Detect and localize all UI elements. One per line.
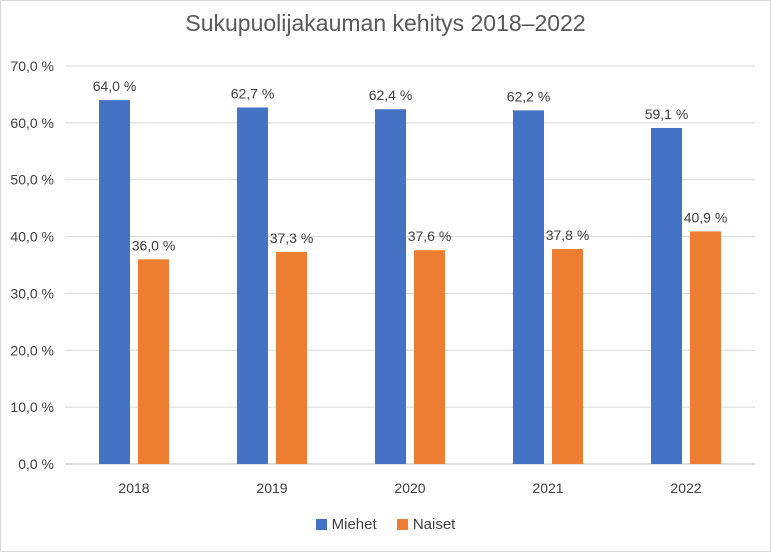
data-label-miehet-2022: 59,1 % (645, 106, 689, 122)
data-label-naiset-2021: 37,8 % (546, 227, 590, 243)
data-label-naiset-2022: 40,9 % (684, 209, 728, 225)
x-tick-label: 2022 (670, 480, 701, 496)
chart-title: Sukupuolijakauman kehitys 2018–2022 (185, 10, 586, 36)
y-tick-label: 50,0 % (10, 172, 54, 188)
data-label-miehet-2019: 62,7 % (231, 86, 275, 102)
data-label-miehet-2018: 64,0 % (93, 78, 137, 94)
legend-label-naiset: Naiset (412, 516, 456, 533)
bar-naiset-2019 (276, 251, 307, 464)
bar-naiset-2021 (552, 249, 583, 464)
bar-miehet-2020 (375, 109, 406, 464)
data-label-naiset-2018: 36,0 % (132, 237, 176, 253)
x-tick-label: 2020 (394, 480, 425, 496)
legend-swatch-miehet (315, 519, 327, 530)
y-tick-label: 20,0 % (10, 342, 54, 358)
data-label-miehet-2020: 62,4 % (369, 87, 413, 103)
bar-miehet-2018 (99, 100, 130, 464)
bar-miehet-2021 (513, 110, 544, 464)
x-tick-label: 2021 (532, 480, 563, 496)
x-tick-label: 2019 (256, 480, 287, 496)
data-label-naiset-2019: 37,3 % (270, 230, 314, 246)
y-tick-label: 10,0 % (10, 399, 54, 415)
data-label-naiset-2020: 37,6 % (408, 228, 452, 244)
data-label-miehet-2021: 62,2 % (507, 88, 551, 104)
bar-miehet-2019 (237, 107, 268, 465)
legend-swatch-naiset (396, 519, 408, 530)
legend-label-miehet: Miehet (331, 516, 377, 533)
legend-item-miehet: Miehet (315, 516, 377, 533)
y-tick-label: 70,0 % (10, 58, 54, 74)
bar-naiset-2022 (690, 231, 721, 464)
bar-miehet-2022 (651, 127, 682, 464)
y-tick-label: 60,0 % (10, 115, 54, 131)
legend: Miehet Naiset (0, 516, 771, 534)
x-tick-label: 2018 (118, 480, 149, 496)
y-tick-label: 0,0 % (18, 456, 54, 472)
y-tick-label: 40,0 % (10, 229, 54, 245)
bar-naiset-2020 (414, 250, 445, 464)
legend-item-naiset: Naiset (396, 516, 456, 533)
y-tick-label: 30,0 % (10, 285, 54, 301)
bar-naiset-2018 (138, 259, 169, 464)
